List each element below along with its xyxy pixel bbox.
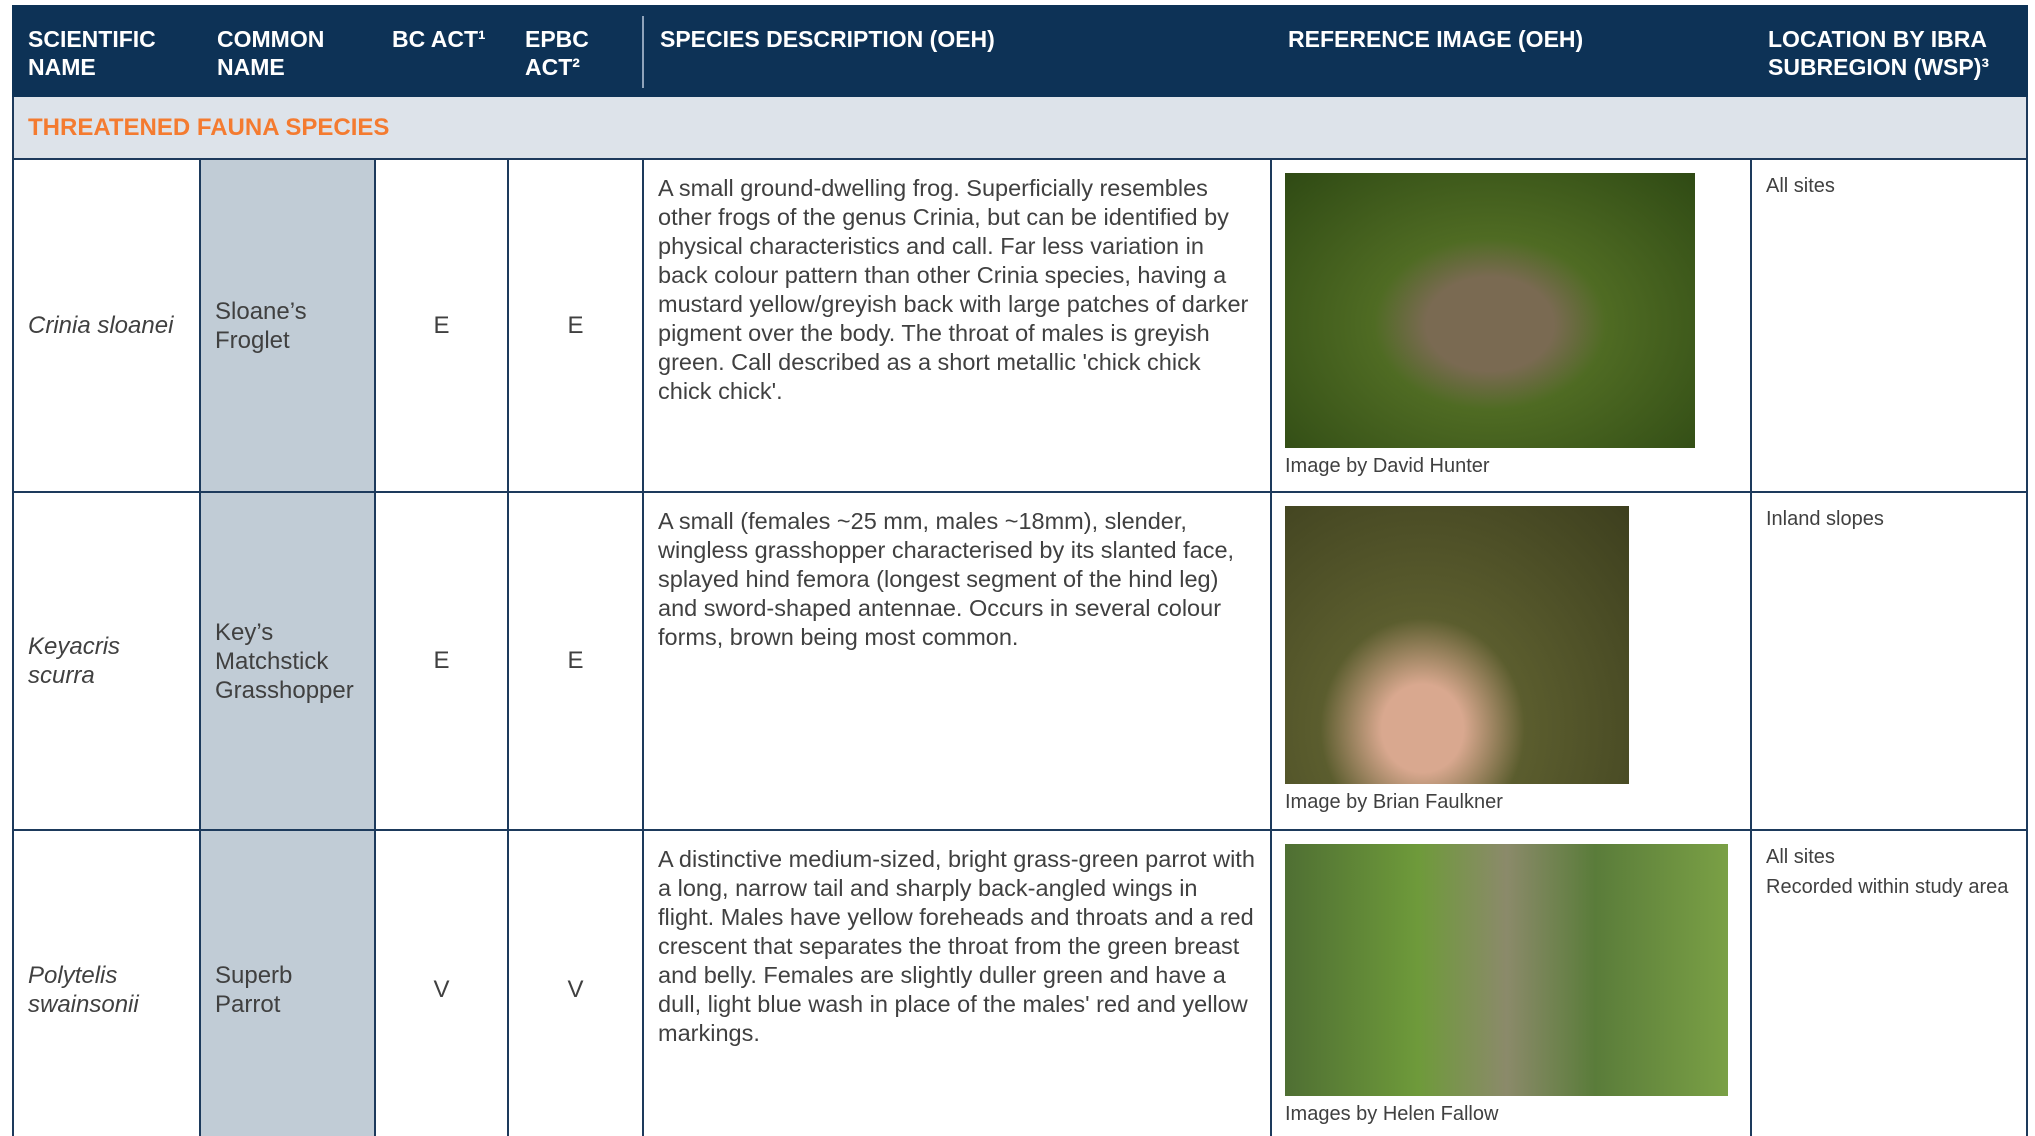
scientific-name: Keyacris scurra: [28, 633, 121, 689]
section-row: THREATENED FAUNA SPECIES: [12, 97, 2028, 160]
bc-act-status: E: [433, 647, 450, 674]
location-list: All sites: [1752, 160, 2026, 198]
table-cell: E: [509, 160, 644, 493]
bc-act-status: E: [433, 311, 450, 339]
table-cell: E: [376, 160, 509, 493]
image-caption: Image by Brian Faulkner: [1285, 791, 1503, 813]
table-cell: Polytelis swainsonii: [12, 831, 201, 1136]
image-caption: Images by Helen Fallow: [1285, 1103, 1499, 1125]
location: All sites: [1766, 846, 1835, 868]
column-header: COMMON NAME: [217, 26, 325, 80]
location: Inland slopes: [1766, 508, 1884, 530]
reference-image: [1285, 844, 1728, 1096]
column-header: REFERENCE IMAGE (OEH): [1288, 26, 1584, 52]
table-cell: E: [509, 493, 644, 831]
table-cell: Images by Helen Fallow: [1272, 831, 1752, 1136]
species-description: A small ground-dwelling frog. Superficia…: [658, 175, 1249, 404]
column-header: SCIENTIFIC NAME: [28, 26, 156, 80]
common-name: Sloane’s Froglet: [215, 297, 307, 354]
scientific-name: Crinia sloanei: [28, 312, 174, 339]
column-header: BC ACT¹: [392, 26, 486, 52]
table-cell: Sloane’s Froglet: [201, 160, 376, 493]
table-cell: V: [509, 831, 644, 1136]
location: Recorded within study area: [1766, 876, 2009, 898]
column-header: LOCATION BY IBRA SUBREGION (WSP)³: [1768, 26, 1990, 80]
common-name: Superb Parrot: [215, 962, 293, 1018]
table-cell: A small (females ~25 mm, males ~18mm), s…: [644, 493, 1272, 831]
bc-act-status: V: [433, 976, 450, 1003]
table-cell: Keyacris scurra: [12, 493, 201, 831]
header-divider: [642, 16, 644, 88]
table-cell: E: [376, 493, 509, 831]
epbc-act-status: V: [567, 976, 584, 1003]
table-cell: Image by Brian Faulkner: [1272, 493, 1752, 831]
image-caption: Image by David Hunter: [1285, 455, 1490, 477]
species-description: A distinctive medium-sized, bright grass…: [658, 846, 1255, 1046]
reference-image: [1285, 173, 1695, 448]
location-list: All sites Recorded within study area: [1752, 831, 2026, 899]
table-cell: Key’s Matchstick Grasshopper: [201, 493, 376, 831]
table-cell: A small ground-dwelling frog. Superficia…: [644, 160, 1272, 493]
table-cell: Image by David Hunter: [1272, 160, 1752, 493]
table-cell: Superb Parrot: [201, 831, 376, 1136]
column-header: SPECIES DESCRIPTION (OEH): [660, 26, 995, 52]
location: All sites: [1766, 175, 1835, 197]
epbc-act-status: E: [567, 647, 584, 674]
table-cell: All sites Recorded within study area: [1752, 831, 2028, 1136]
table-header: [12, 5, 2028, 97]
table-cell: V: [376, 831, 509, 1136]
reference-image: [1285, 506, 1629, 784]
table-cell: Crinia sloanei: [12, 160, 201, 493]
table-cell: Inland slopes: [1752, 493, 2028, 831]
table-cell: A distinctive medium-sized, bright grass…: [644, 831, 1272, 1136]
common-name: Key’s Matchstick Grasshopper: [215, 618, 354, 704]
table-cell: All sites: [1752, 160, 2028, 493]
section-title: THREATENED FAUNA SPECIES: [28, 113, 390, 141]
epbc-act-status: E: [567, 311, 584, 339]
location-list: Inland slopes: [1752, 493, 2026, 531]
scientific-name: Polytelis swainsonii: [28, 962, 139, 1018]
column-header: EPBC ACT²: [525, 26, 589, 80]
species-description: A small (females ~25 mm, males ~18mm), s…: [658, 508, 1235, 650]
